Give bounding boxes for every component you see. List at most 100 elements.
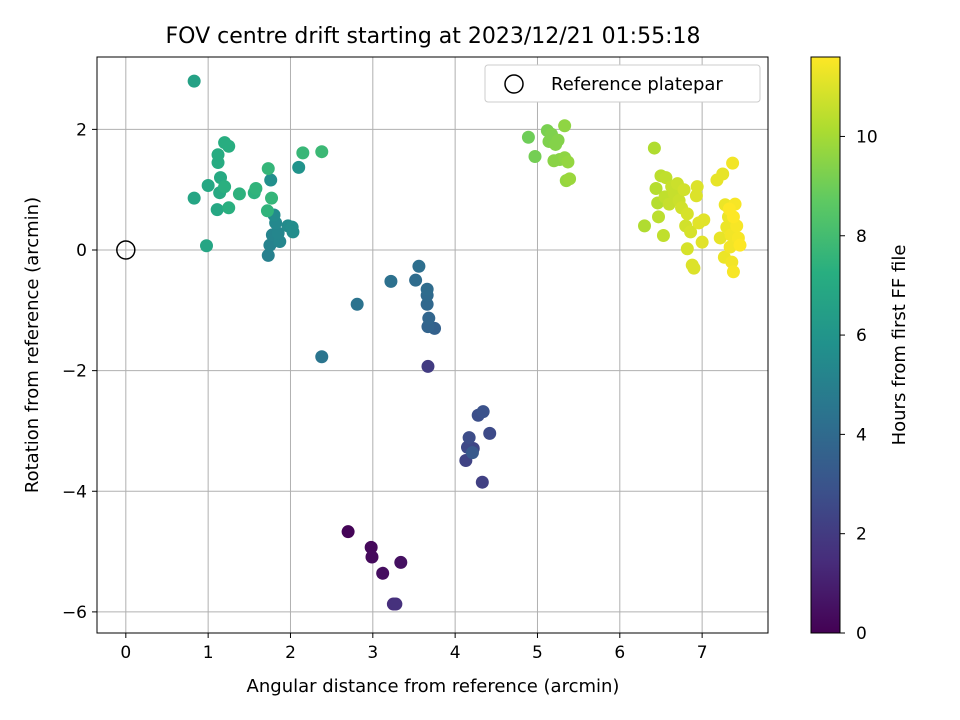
- scatter-point: [638, 219, 652, 233]
- y-tick-label: −4: [62, 482, 87, 502]
- grid-lines: [97, 57, 768, 633]
- x-tick-label: 7: [697, 643, 708, 663]
- scatter-point: [263, 238, 277, 252]
- y-tick-label: 2: [76, 120, 87, 140]
- scatter-point: [409, 273, 423, 287]
- scatter-point: [394, 555, 408, 569]
- scatter-point: [651, 210, 665, 224]
- scatter-point: [249, 181, 263, 195]
- scatter-point: [465, 446, 479, 460]
- scatter-point: [286, 225, 300, 239]
- scatter-point: [376, 566, 390, 580]
- y-tick-label: −6: [62, 603, 87, 623]
- scatter-point: [725, 255, 739, 269]
- scatter-point: [218, 180, 232, 194]
- y-axis-label: Rotation from reference (arcmin): [22, 197, 43, 493]
- scatter-point: [264, 173, 278, 187]
- scatter-point: [201, 178, 215, 192]
- scatter-point: [222, 201, 236, 215]
- scatter-point: [260, 204, 274, 218]
- colorbar-tick-label: 8: [856, 227, 867, 247]
- x-axis-label: Angular distance from reference (arcmin): [247, 676, 620, 697]
- scatter-point: [420, 297, 434, 311]
- y-axis: −6 −4 −2 0 2: [62, 120, 97, 623]
- scatter-point: [690, 180, 704, 194]
- scatter-point: [265, 191, 279, 205]
- x-tick-label: 1: [203, 643, 214, 663]
- scatter-point: [684, 225, 698, 239]
- scatter-point: [695, 235, 709, 249]
- scatter-point: [476, 405, 490, 419]
- scatter-point: [412, 259, 426, 273]
- scatter-point: [200, 239, 214, 253]
- scatter-point: [483, 426, 497, 440]
- colorbar-label: Hours from first FF file: [889, 245, 910, 446]
- scatter-point: [261, 248, 275, 262]
- reference-platepar-marker: [116, 240, 136, 260]
- scatter-point: [726, 156, 740, 170]
- scatter-point: [680, 242, 694, 256]
- scatter-point: [561, 155, 575, 169]
- scatter-point: [521, 130, 535, 144]
- scatter-point: [296, 146, 310, 160]
- x-tick-label: 6: [614, 643, 625, 663]
- legend-box: [484, 64, 761, 103]
- scatter-point: [384, 274, 398, 288]
- scatter-point: [726, 265, 740, 279]
- scatter-point: [528, 150, 542, 164]
- scatter-point: [364, 540, 378, 554]
- scatter-point: [697, 213, 711, 227]
- scatter-point: [421, 359, 435, 373]
- colorbar-tick-label: 4: [856, 425, 867, 445]
- scatter-point: [716, 167, 730, 181]
- scatter-point: [187, 74, 201, 88]
- scatter-point: [733, 238, 747, 252]
- scatter-point: [656, 229, 670, 243]
- scatter-point: [462, 431, 476, 445]
- x-tick-label: 5: [532, 643, 543, 663]
- plot-area-frame: [96, 56, 769, 634]
- colorbar-tick-label: 6: [856, 326, 867, 346]
- scatter-point: [315, 145, 329, 159]
- scatter-point: [680, 207, 694, 221]
- colorbar-tick-label: 0: [856, 624, 867, 644]
- scatter-point: [422, 311, 436, 325]
- x-tick-label: 2: [285, 643, 296, 663]
- colorbar: 0 2 4 6 8 10 Hours from first FF file: [810, 56, 910, 644]
- legend-marker-reference-platepar: [504, 74, 524, 94]
- scatter-points: [187, 74, 747, 611]
- scatter-point: [389, 597, 403, 611]
- scatter-point: [551, 133, 565, 147]
- scatter-point: [722, 202, 736, 216]
- colorbar-tick-label: 2: [856, 525, 867, 545]
- scatter-point: [187, 191, 201, 205]
- scatter-point: [687, 261, 701, 275]
- chart-title: FOV centre drift starting at 2023/12/21 …: [166, 24, 701, 49]
- scatter-point: [677, 183, 691, 197]
- scatter-point: [292, 160, 306, 174]
- legend: Reference platepar: [484, 64, 761, 103]
- y-tick-label: 0: [76, 241, 87, 261]
- colorbar-tick-label: 10: [856, 127, 878, 147]
- x-tick-label: 3: [367, 643, 378, 663]
- scatter-point: [222, 139, 236, 153]
- scatter-point: [475, 475, 489, 489]
- scatter-point: [315, 350, 329, 364]
- scatter-point: [649, 181, 663, 195]
- x-tick-label: 0: [120, 643, 131, 663]
- colorbar-ticks: 0 2 4 6 8 10: [840, 127, 878, 644]
- legend-label-reference-platepar: Reference platepar: [551, 74, 723, 95]
- scatter-point: [232, 187, 246, 201]
- scatter-point: [365, 550, 379, 564]
- scatter-point: [210, 203, 224, 217]
- x-axis: 0 1 2 3 4 5 6 7: [120, 633, 708, 663]
- scatter-point: [662, 197, 676, 211]
- x-tick-label: 4: [450, 643, 461, 663]
- scatter-point: [713, 231, 727, 245]
- scatter-point: [261, 162, 275, 176]
- colorbar-gradient: [810, 56, 841, 634]
- scatter-point: [647, 141, 661, 155]
- scatter-point: [350, 297, 364, 311]
- scatter-point: [723, 240, 737, 254]
